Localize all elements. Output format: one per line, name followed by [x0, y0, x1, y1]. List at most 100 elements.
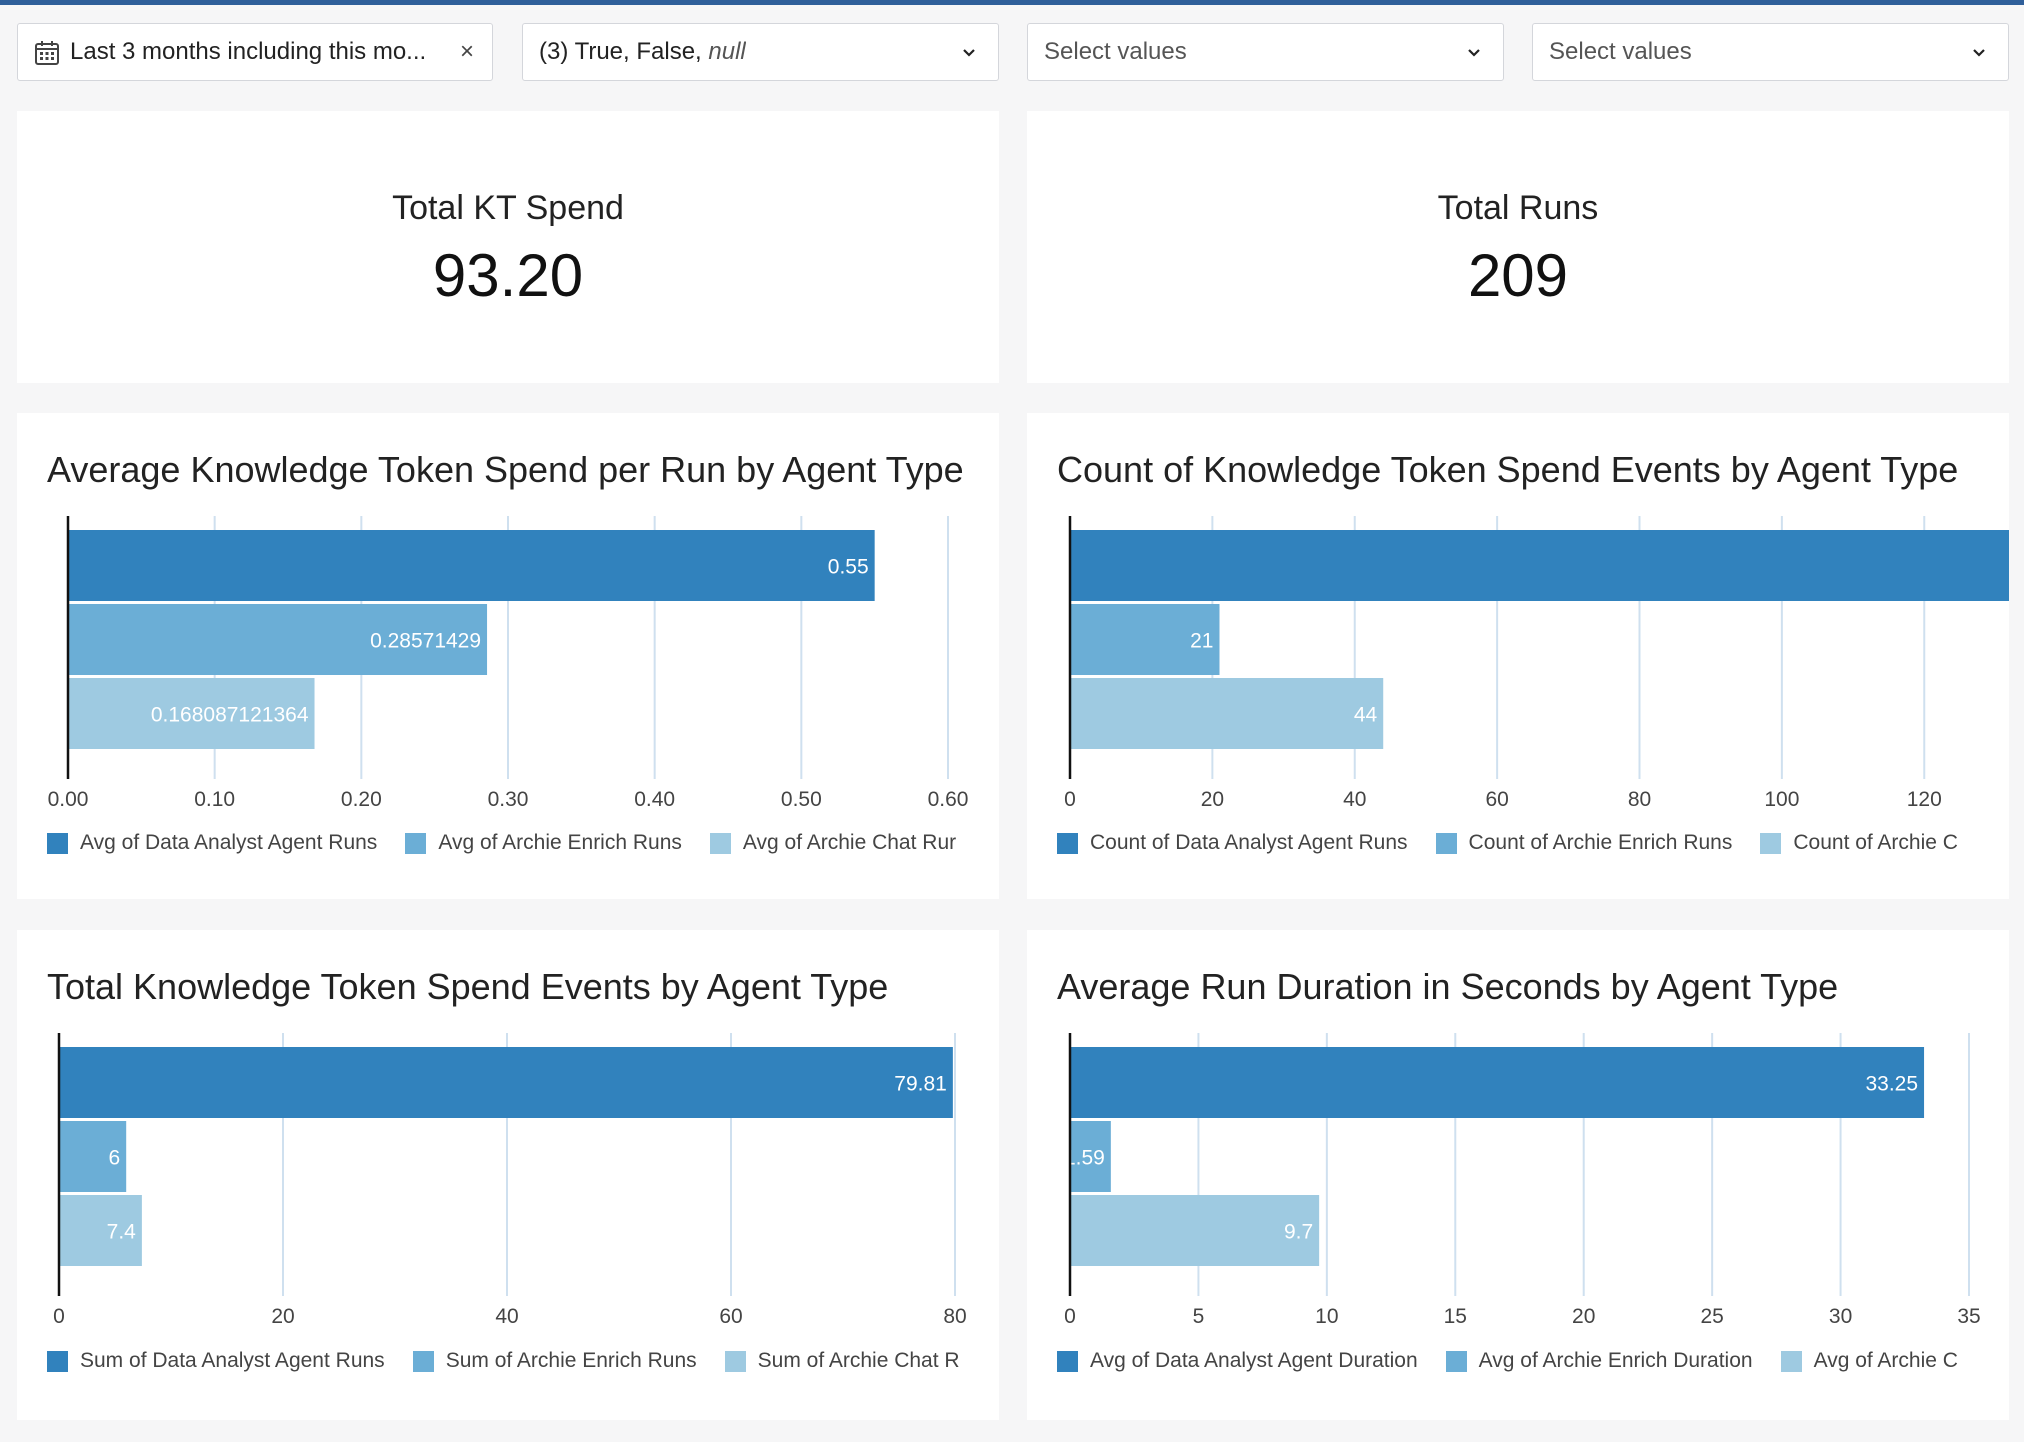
legend-item[interactable]: Avg of Archie C	[1780, 1349, 1958, 1373]
legend-item[interactable]: Avg of Archie Chat Rur	[709, 831, 957, 855]
legend-label: Count of Archie Enrich Runs	[1468, 831, 1733, 854]
legend-item[interactable]: Avg of Archie Enrich Runs	[405, 831, 682, 855]
x-tick-label: 0	[1064, 788, 1076, 811]
date-range-value: Last 3 months including this mo...	[70, 38, 427, 65]
x-tick-label: 60	[1485, 788, 1508, 811]
x-tick-label: 35	[1957, 1305, 1980, 1328]
bar	[59, 1195, 142, 1266]
legend-label: Sum of Data Analyst Agent Runs	[80, 1349, 385, 1372]
legend-item[interactable]: Sum of Archie Enrich Runs	[412, 1349, 697, 1373]
legend-swatch	[1057, 1350, 1078, 1372]
kpi-title: Total KT Spend	[392, 189, 624, 227]
chart-card-count-spend-events: Count of Knowledge Token Spend Events by…	[1027, 413, 2009, 899]
kpi-value: 93.20	[432, 242, 584, 309]
chart-title: Count of Knowledge Token Spend Events by…	[1057, 449, 1959, 490]
legend-item[interactable]: Count of Archie C	[1760, 831, 1958, 855]
legend-label: Sum of Archie Enrich Runs	[445, 1349, 697, 1372]
legend-item[interactable]: Sum of Archie Chat R	[724, 1349, 960, 1373]
chart-legend: Sum of Data Analyst Agent Runs Sum of Arc…	[47, 1346, 987, 1376]
legend-label: Avg of Archie Enrich Runs	[438, 831, 682, 854]
bar-chart: 0 20 40 60 80 79.81 6 7.4	[53, 1033, 967, 1328]
chevron-down-icon	[1468, 49, 1480, 57]
x-tick-label: 0.30	[488, 788, 529, 811]
x-tick-label: 0.50	[781, 788, 822, 811]
x-tick-label: 0.10	[194, 788, 235, 811]
legend-swatch	[405, 832, 427, 854]
x-tick-label: 100	[1764, 788, 1799, 811]
legend-item[interactable]: Avg of Data Analyst Agent Duration	[1057, 1349, 1418, 1373]
filter-select-4[interactable]: Select values	[1532, 23, 2009, 81]
legend-swatch	[1445, 1350, 1467, 1372]
x-tick-label: 10	[1315, 1305, 1338, 1328]
legend-item[interactable]: Count of Archie Enrich Runs	[1435, 831, 1733, 855]
legend-item[interactable]: Sum of Data Analyst Agent Runs	[47, 1349, 385, 1373]
bar-chart: 0.00 0.10 0.20 0.30 0.40 0.50 0.60 0.55 0.285714…	[48, 516, 969, 811]
x-tick-label: 0	[53, 1305, 65, 1328]
x-tick-label: 40	[1343, 788, 1366, 811]
bar-value-label: 21	[1190, 630, 1213, 653]
filter-select-4-placeholder: Select values	[1549, 38, 1692, 65]
bar	[1070, 678, 1384, 749]
bar	[1070, 530, 2009, 601]
x-tick-label: 60	[719, 1305, 742, 1328]
date-range-filter[interactable]: Last 3 months including this mo... ×	[17, 23, 493, 81]
legend-label: Avg of Data Analyst Agent Duration	[1090, 1349, 1418, 1372]
legend-label: Avg of Archie Chat Rur	[742, 831, 957, 854]
kpi-card-total-kt-spend: Total KT Spend 93.20	[17, 111, 999, 383]
x-tick-label: 0	[1064, 1305, 1076, 1328]
x-tick-label: 20	[1201, 788, 1224, 811]
legend-swatch	[1760, 832, 1782, 854]
legend-swatch	[709, 832, 731, 854]
chart-card-total-spend-events: Total Knowledge Token Spend Events by Ag…	[17, 930, 999, 1420]
chart-title: Total Knowledge Token Spend Events by Ag…	[47, 966, 889, 1007]
legend-label: Avg of Archie C	[1813, 1349, 1958, 1372]
kpi-title: Total Runs	[1437, 189, 1599, 227]
bar-value-label: 0.168087121364	[151, 704, 309, 727]
x-tick-label: 30	[1829, 1305, 1852, 1328]
chart-legend: Avg of Data Analyst Agent Duration Avg of…	[1057, 1346, 2007, 1376]
x-tick-label: 5	[1193, 1305, 1205, 1328]
bar-value-label: 33.25	[1865, 1073, 1918, 1096]
calendar-icon	[35, 41, 59, 65]
legend-swatch	[47, 832, 68, 854]
legend-swatch	[412, 1350, 434, 1372]
legend-item[interactable]: Count of Data Analyst Agent Runs	[1057, 831, 1408, 855]
bar-value-label: 9.7	[1284, 1221, 1313, 1244]
chevron-down-icon	[1973, 49, 1985, 57]
bar-value-label: 1.59	[1064, 1147, 1105, 1170]
legend-label: Count of Archie C	[1793, 831, 1958, 854]
x-tick-label: 0.20	[341, 788, 382, 811]
x-tick-label: 80	[1628, 788, 1651, 811]
bar	[68, 604, 488, 675]
legend-item[interactable]: Avg of Archie Enrich Duration	[1445, 1349, 1753, 1373]
boolean-filter-null-text: null	[708, 38, 746, 65]
x-tick-label: 0.60	[928, 788, 969, 811]
legend-item[interactable]: Avg of Data Analyst Agent Runs	[47, 831, 377, 855]
x-tick-label: 20	[271, 1305, 294, 1328]
bar-chart: 0 5 10 15 20 25 30 35 33.25 1.59 9.7	[1064, 1033, 1981, 1328]
x-tick-label: 40	[495, 1305, 518, 1328]
bar	[68, 530, 875, 601]
bar	[1070, 604, 1220, 675]
chart-title: Average Knowledge Token Spend per Run by…	[47, 449, 964, 490]
chart-legend: Avg of Data Analyst Agent Runs Avg of Arc…	[47, 828, 987, 858]
bar	[59, 1121, 127, 1192]
chart-card-avg-run-duration: Average Run Duration in Seconds by Agent…	[1027, 930, 2009, 1420]
filter-select-3[interactable]: Select values	[1027, 23, 1504, 81]
bar-value-label: 0.28571429	[370, 630, 481, 653]
x-tick-label: 120	[1907, 788, 1942, 811]
clear-icon[interactable]: ×	[459, 38, 474, 65]
legend-label: Avg of Data Analyst Agent Runs	[80, 831, 378, 854]
legend-swatch	[1780, 1350, 1802, 1372]
legend-swatch	[47, 1350, 68, 1372]
legend-label: Sum of Archie Chat R	[757, 1349, 960, 1372]
kpi-value: 209	[1467, 242, 1569, 309]
x-tick-label: 0.00	[48, 788, 89, 811]
bar-value-label: 79.81	[894, 1073, 947, 1096]
bar	[59, 1047, 953, 1118]
x-tick-label: 15	[1444, 1305, 1467, 1328]
x-tick-label: 0.40	[634, 788, 675, 811]
chart-card-avg-spend-per-run: Average Knowledge Token Spend per Run by…	[17, 413, 999, 899]
boolean-filter-select[interactable]: (3) True, False, null	[522, 23, 999, 81]
x-tick-label: 25	[1700, 1305, 1723, 1328]
